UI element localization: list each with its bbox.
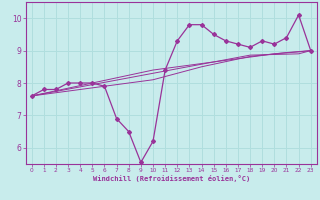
X-axis label: Windchill (Refroidissement éolien,°C): Windchill (Refroidissement éolien,°C) bbox=[92, 175, 250, 182]
